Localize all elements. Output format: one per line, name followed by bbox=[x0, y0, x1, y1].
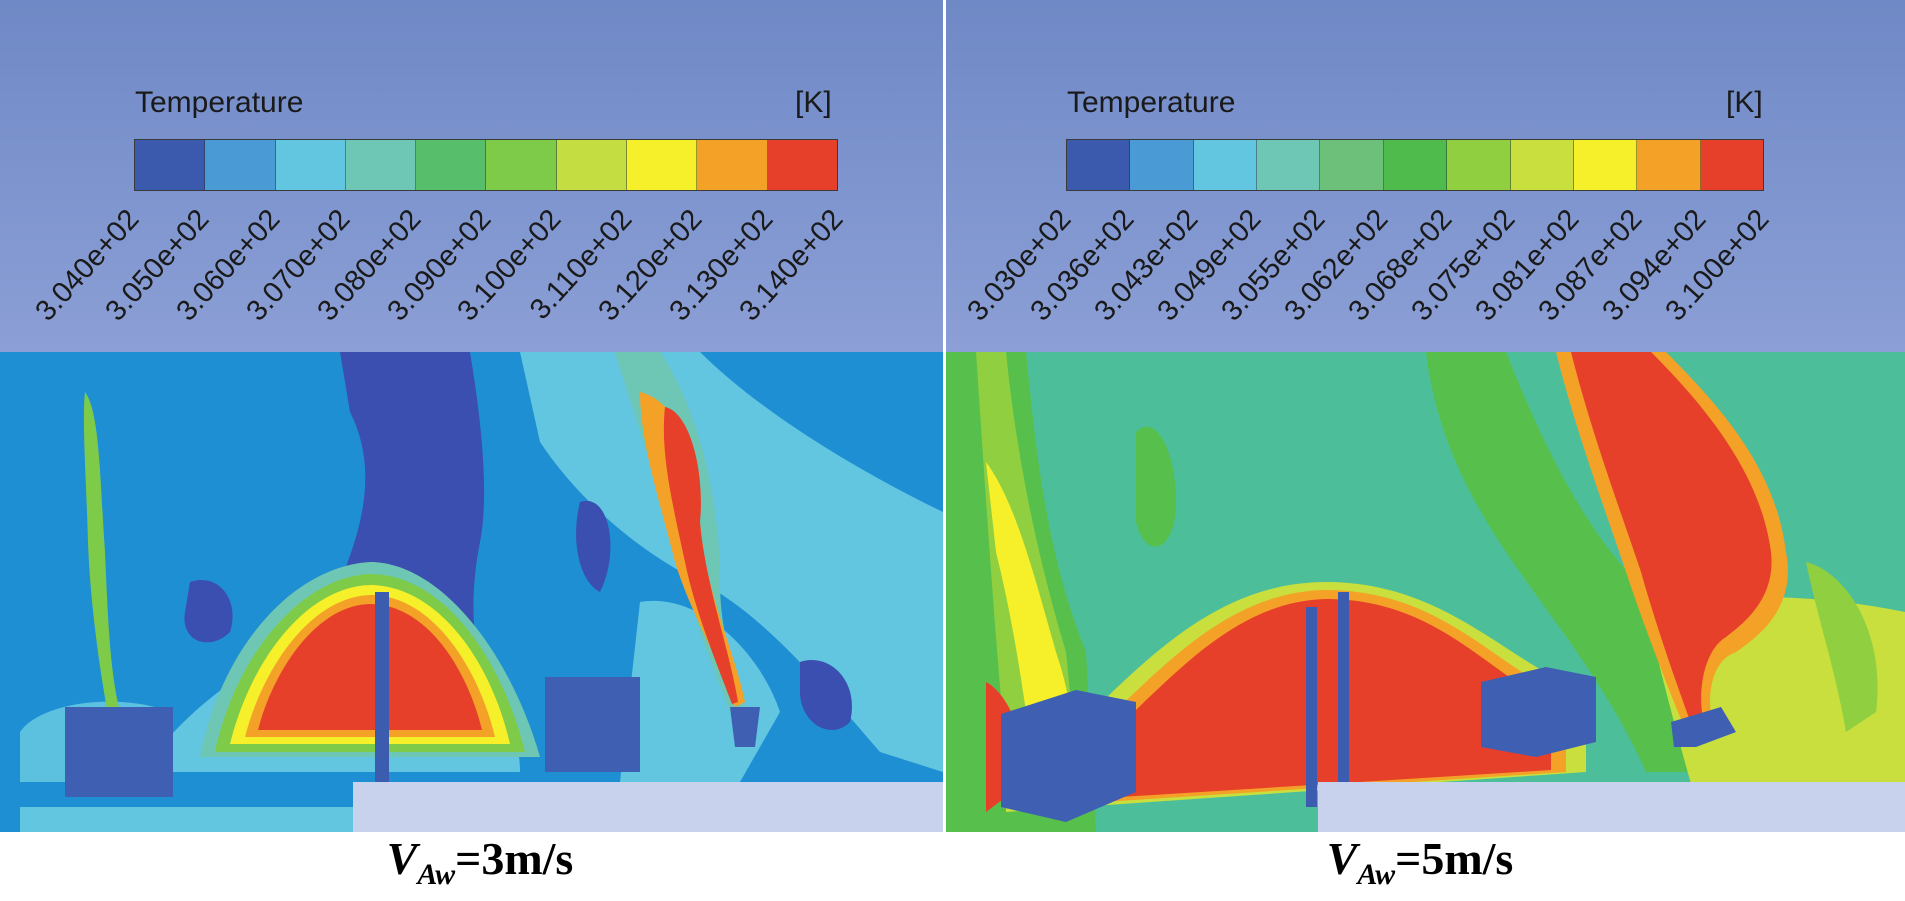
color-bar-segment bbox=[556, 140, 628, 190]
color-bar-segment bbox=[1067, 140, 1131, 190]
caption-left: VAw=3m/s bbox=[270, 832, 690, 892]
caption-value: =5m/s bbox=[1395, 833, 1514, 884]
temperature-contour-field bbox=[0, 352, 943, 832]
color-bar-segment bbox=[416, 140, 487, 190]
caption-right: VAw=5m/s bbox=[1210, 832, 1630, 892]
left-panel: Temperature [K] 3.040e+02 3.050e+02 3.060e… bbox=[0, 0, 943, 832]
legend-unit: [K] bbox=[795, 86, 832, 119]
caption-value: =3m/s bbox=[455, 833, 574, 884]
caption-variable: V bbox=[1326, 833, 1358, 884]
color-bar-segment bbox=[1573, 140, 1638, 190]
color-bar-segment bbox=[697, 140, 768, 190]
color-bar-segment bbox=[275, 140, 346, 190]
caption-subscript: Aw bbox=[417, 858, 456, 892]
color-bar-segment bbox=[767, 140, 837, 190]
color-bar-segment bbox=[1320, 140, 1384, 190]
right-panel: Temperature [K] 3.030e+02 3.036e+02 3.043e… bbox=[946, 0, 1905, 832]
color-bar-segment bbox=[1257, 140, 1321, 190]
color-bar bbox=[134, 139, 838, 191]
legend-unit: [K] bbox=[1726, 86, 1763, 119]
color-bar-segment bbox=[1130, 140, 1194, 190]
caption-variable: V bbox=[386, 833, 418, 884]
color-bar-segment bbox=[1510, 140, 1574, 190]
temperature-contour-field bbox=[946, 352, 1905, 832]
legend-title: Temperature bbox=[1067, 86, 1236, 119]
color-bar-segment bbox=[1447, 140, 1511, 190]
caption-subscript: Aw bbox=[1357, 858, 1396, 892]
color-bar bbox=[1066, 139, 1764, 191]
color-bar-segment bbox=[345, 140, 417, 190]
color-bar-segment bbox=[1193, 140, 1258, 190]
legend-title: Temperature bbox=[135, 86, 304, 119]
color-bar-segment bbox=[135, 140, 206, 190]
color-bar-segment bbox=[205, 140, 276, 190]
color-bar-segment bbox=[1383, 140, 1448, 190]
color-bar-segment bbox=[1700, 140, 1763, 190]
color-bar-segment bbox=[486, 140, 557, 190]
color-bar-segment bbox=[1637, 140, 1701, 190]
color-bar-segment bbox=[627, 140, 698, 190]
